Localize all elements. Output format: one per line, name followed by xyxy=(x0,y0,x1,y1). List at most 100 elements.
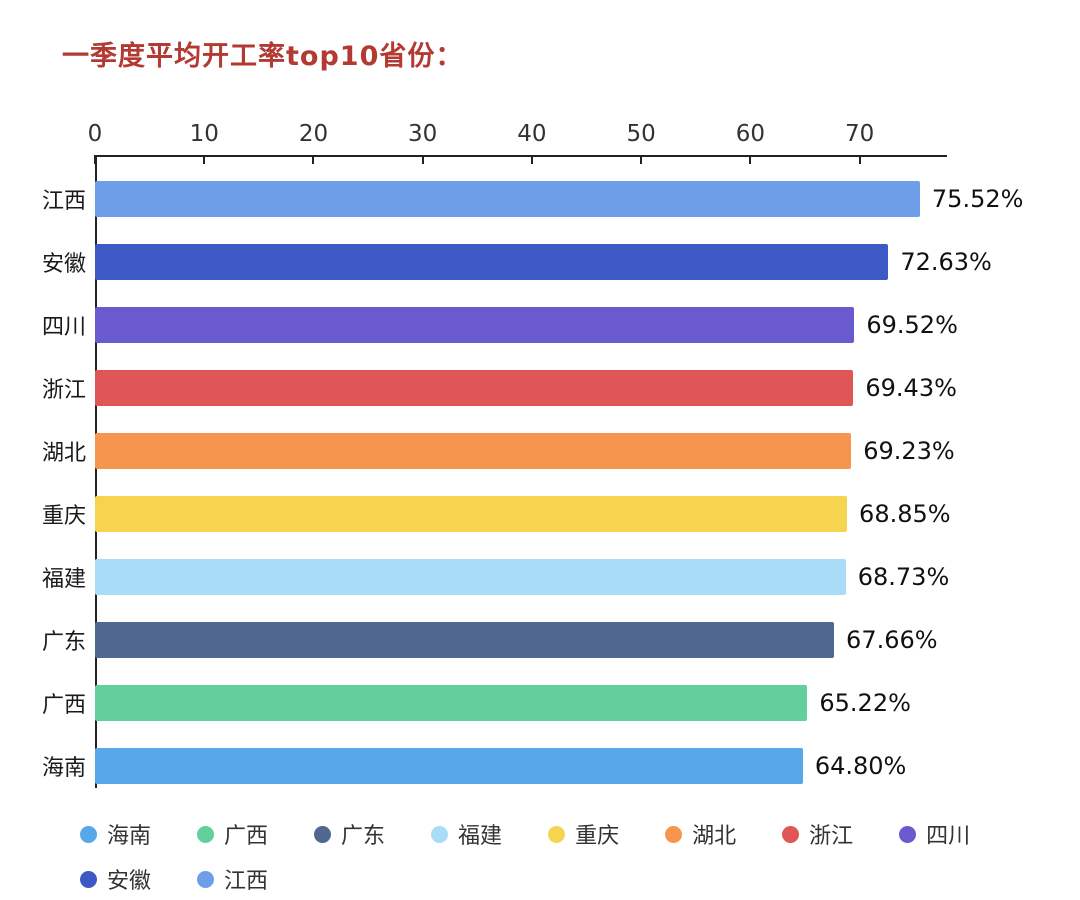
bar-row: 广东 67.66% xyxy=(0,608,1080,671)
category-label: 重庆 xyxy=(41,503,86,529)
legend-label: 湖北 xyxy=(692,824,737,849)
bar-value-label: 65.22% xyxy=(819,688,911,717)
legend-item: 重庆 xyxy=(548,818,619,850)
legend-dot-icon xyxy=(197,825,215,843)
x-tick-mark xyxy=(640,155,643,164)
legend-label: 重庆 xyxy=(575,824,620,849)
bar-value-label: 64.80% xyxy=(814,751,907,780)
legend-item: 福建 xyxy=(431,818,502,850)
legend-item: 广西 xyxy=(197,818,268,850)
bar-track: 64.80% xyxy=(95,747,1080,784)
legend-item: 湖北 xyxy=(665,818,736,850)
legend-label: 四川 xyxy=(926,824,971,849)
bar-value-label: 69.23% xyxy=(863,436,955,465)
x-tick-mark xyxy=(203,155,206,164)
bar-row: 广西 65.22% xyxy=(0,671,1080,734)
category-label: 广东 xyxy=(41,629,86,655)
legend: 海南 广西 广东 福建 重庆 湖北 浙江 四川安徽 江西 xyxy=(80,818,1040,895)
bar xyxy=(95,243,889,280)
category-label: 四川 xyxy=(41,314,86,340)
bar xyxy=(95,432,852,469)
legend-dot-icon xyxy=(431,825,449,843)
x-tick-mark xyxy=(858,155,861,164)
legend-dot-icon xyxy=(314,825,332,843)
bar-value-label: 68.73% xyxy=(857,562,950,591)
x-tick-label: 60 xyxy=(735,121,766,147)
bar-row: 浙江 69.43% xyxy=(0,356,1080,419)
category-label: 湖北 xyxy=(41,440,86,466)
bar xyxy=(95,180,920,217)
legend-item: 广东 xyxy=(314,818,385,850)
x-tick-mark xyxy=(312,155,315,164)
legend-dot-icon xyxy=(548,825,566,843)
bar xyxy=(95,495,848,532)
bar-track: 72.63% xyxy=(95,243,1080,280)
category-label: 海南 xyxy=(41,755,86,781)
bar-value-label: 67.66% xyxy=(846,625,938,654)
x-tick-label: 40 xyxy=(517,121,547,147)
category-label: 广西 xyxy=(41,692,86,718)
bar-row: 湖北 69.23% xyxy=(0,419,1080,482)
bar xyxy=(95,621,835,658)
legend-dot-icon xyxy=(782,825,800,843)
bar-track: 69.52% xyxy=(95,306,1080,343)
x-tick-label: 0 xyxy=(87,121,103,147)
legend-label: 广西 xyxy=(224,824,269,849)
bar-row: 安徽 72.63% xyxy=(0,230,1080,293)
bar xyxy=(95,747,803,784)
legend-dot-icon xyxy=(899,825,917,843)
legend-label: 江西 xyxy=(224,869,269,894)
x-tick-label: 10 xyxy=(189,121,219,147)
chart-title: 一季度平均开工率top10省份： xyxy=(62,41,464,72)
legend-dot-icon xyxy=(197,870,215,888)
legend-label: 福建 xyxy=(458,824,503,849)
category-label: 江西 xyxy=(41,188,86,214)
bar-track: 75.52% xyxy=(95,180,1080,217)
bar-value-label: 75.52% xyxy=(931,184,1024,213)
bar-track: 69.43% xyxy=(95,369,1080,406)
bar xyxy=(95,558,846,595)
x-tick-mark xyxy=(530,155,533,164)
category-label: 安徽 xyxy=(41,251,86,277)
bar-value-label: 69.43% xyxy=(865,373,957,402)
category-label: 浙江 xyxy=(41,377,86,403)
bar-row: 四川 69.52% xyxy=(0,293,1080,356)
x-axis-line xyxy=(95,155,947,157)
bar-track: 68.73% xyxy=(95,558,1080,595)
legend-item: 浙江 xyxy=(782,818,853,850)
x-tick-label: 20 xyxy=(298,121,329,147)
bar-row: 福建 68.73% xyxy=(0,545,1080,608)
bar-track: 68.85% xyxy=(95,495,1080,532)
bar-track: 69.23% xyxy=(95,432,1080,469)
bar-value-label: 68.85% xyxy=(859,499,951,528)
y-axis-line xyxy=(95,155,97,788)
bar-rows: 江西 75.52% 安徽 72.63% 四川 69.52% 浙江 69.43% 湖北 69.23%… xyxy=(0,167,1080,797)
bar-row: 重庆 68.85% xyxy=(0,482,1080,545)
legend-dot-icon xyxy=(80,870,97,888)
x-tick-label: 70 xyxy=(844,121,875,147)
category-label: 福建 xyxy=(41,566,86,592)
x-tick-mark xyxy=(749,155,752,164)
bar xyxy=(95,369,854,406)
bar-row: 海南 64.80% xyxy=(0,734,1080,797)
legend-label: 安徽 xyxy=(107,869,152,894)
x-tick-label: 50 xyxy=(626,121,656,147)
bar xyxy=(95,684,808,721)
legend-item: 海南 xyxy=(80,818,151,850)
bar xyxy=(95,306,855,343)
x-tick-mark xyxy=(421,155,424,164)
bar-track: 65.22% xyxy=(95,684,1080,721)
legend-item: 四川 xyxy=(899,818,970,850)
legend-label: 浙江 xyxy=(809,824,854,849)
bar-value-label: 69.52% xyxy=(866,310,958,339)
x-tick-label: 30 xyxy=(408,121,438,147)
legend-item: 安徽 xyxy=(80,863,151,895)
legend-dot-icon xyxy=(665,825,683,843)
legend-dot-icon xyxy=(80,825,97,843)
legend-item: 江西 xyxy=(197,863,268,895)
legend-label: 广东 xyxy=(341,824,386,849)
legend-label: 海南 xyxy=(107,824,152,849)
bar-track: 67.66% xyxy=(95,621,1080,658)
bar-value-label: 72.63% xyxy=(900,247,992,276)
